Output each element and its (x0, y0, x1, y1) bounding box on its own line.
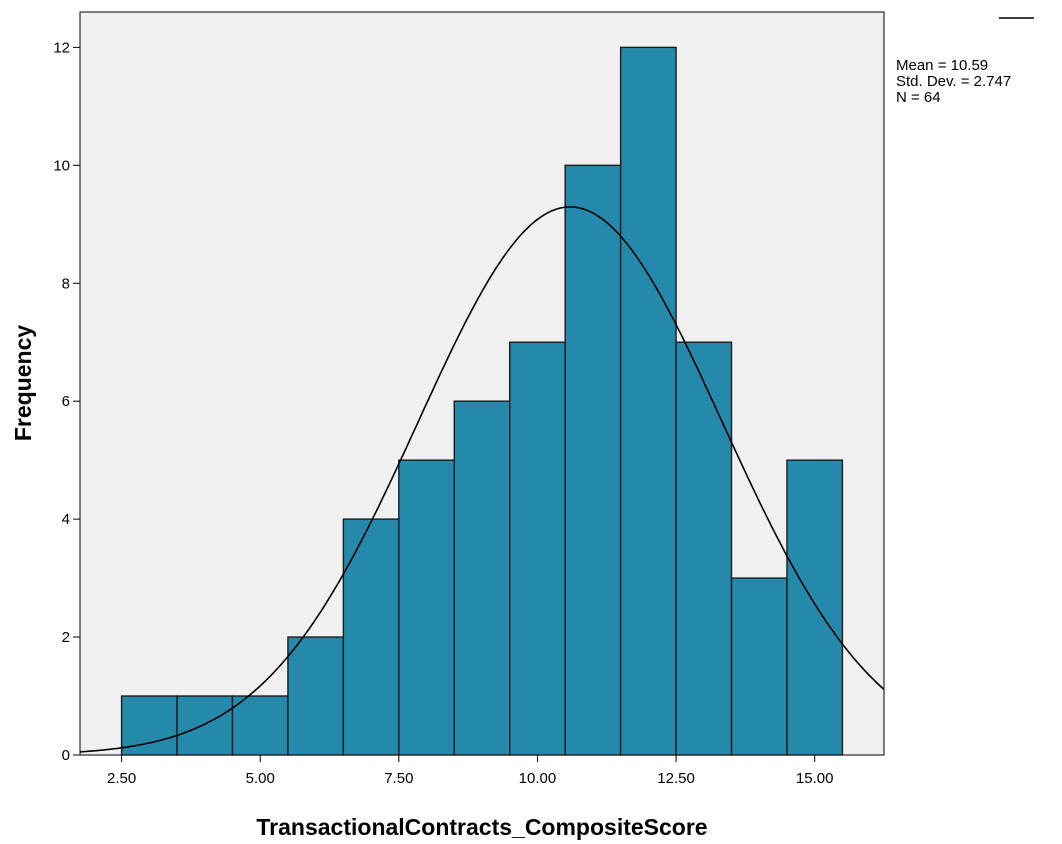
y-tick-label-0: 0 (62, 747, 70, 764)
x-tick-label-0: 2.50 (107, 770, 136, 787)
x-tick-label-3: 10.00 (519, 770, 557, 787)
axes: 0 2 4 6 8 10 12 2.50 5.00 7.50 10.00 12.50 15.00 (53, 39, 833, 787)
y-tick-label-4: 8 (62, 275, 70, 292)
normal-curve (79, 206, 885, 753)
histogram-bar-8 (509, 341, 566, 756)
histogram-bar-1 (120, 695, 178, 756)
stats-n: N = 64 (896, 89, 941, 106)
x-tick-label-4: 12.50 (657, 770, 695, 787)
histogram-bar-9 (564, 164, 622, 756)
y-tick-label-5: 10 (53, 157, 70, 174)
y-tick-label-6: 12 (53, 39, 70, 56)
histogram-bar-10 (619, 46, 677, 756)
histogram-bar-11 (675, 341, 733, 756)
histogram-bar-3 (231, 695, 289, 756)
y-tick-label-1: 2 (62, 629, 70, 646)
stats-mean: Mean = 10.59 (896, 57, 988, 74)
histogram-bar-5 (342, 518, 400, 756)
histogram-bar-12 (730, 577, 788, 756)
x-axis-title: TransactionalContracts_CompositeScore (256, 814, 707, 840)
y-tick-label-2: 4 (62, 511, 70, 528)
x-tick-label-5: 15.00 (796, 770, 834, 787)
x-tick-label-2: 7.50 (384, 770, 413, 787)
histogram-bar-13 (786, 459, 844, 756)
stats-std-dev: Std. Dev. = 2.747 (896, 73, 1011, 90)
stats-legend: Mean = 10.59 Std. Dev. = 2.747 N = 64 (896, 17, 1034, 106)
histogram-bar-7 (453, 400, 511, 756)
x-tick-label-1: 5.00 (246, 770, 275, 787)
y-axis-title: Frequency (10, 325, 36, 442)
histogram-bar-4 (287, 636, 345, 756)
y-tick-label-3: 6 (62, 393, 70, 410)
histogram-bar-6 (398, 459, 455, 756)
histogram-bar-2 (176, 695, 234, 756)
